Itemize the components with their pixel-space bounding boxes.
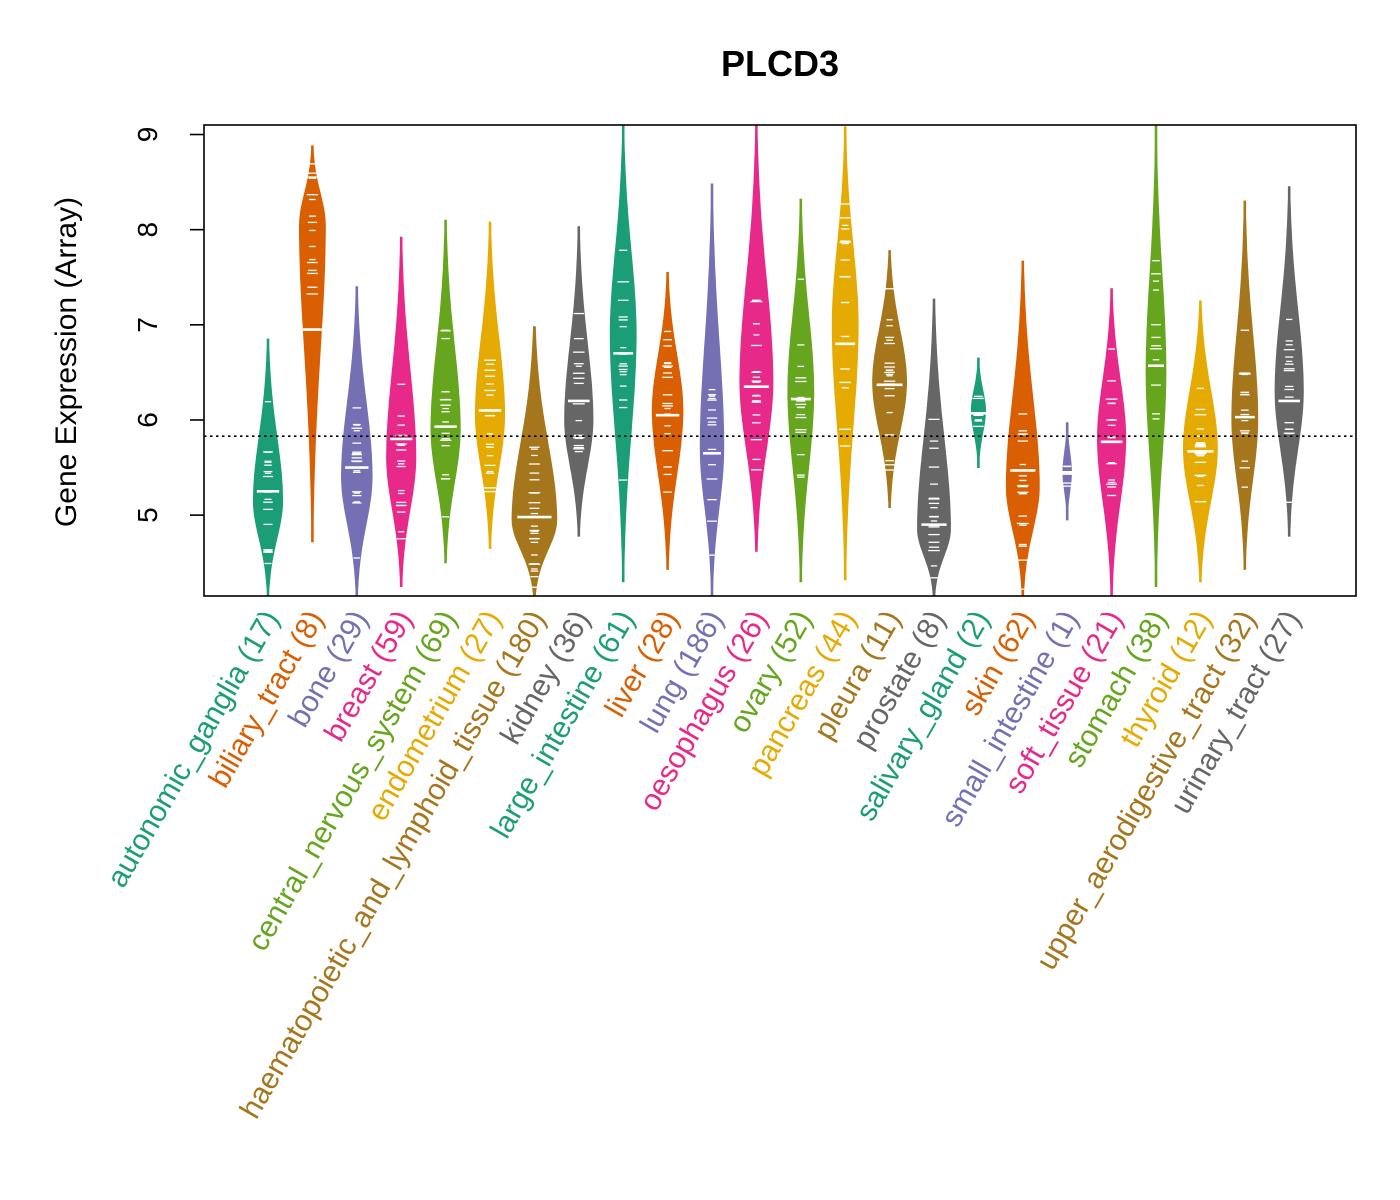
- violin-8: [564, 226, 594, 537]
- chart-title: PLCD3: [721, 43, 839, 84]
- violin-12: [739, 125, 774, 552]
- violin-2: [299, 145, 326, 543]
- violin-24: [1274, 186, 1304, 537]
- y-tick-label: 6: [132, 412, 163, 428]
- violin-15: [872, 250, 907, 508]
- plot-area: [204, 125, 1356, 596]
- violin-16: [917, 298, 951, 596]
- violin-4: [386, 236, 417, 587]
- plot-frame: [203, 124, 1357, 597]
- violin-9: [609, 125, 637, 583]
- violin-18: [1005, 260, 1040, 596]
- violin-5: [430, 219, 461, 564]
- y-tick-label: 5: [132, 507, 163, 523]
- violin-23: [1231, 200, 1259, 570]
- violin-21: [1145, 125, 1167, 587]
- violin-13: [787, 198, 815, 583]
- violin-20: [1097, 288, 1127, 596]
- violin-19: [1059, 422, 1076, 521]
- y-tick-label: 9: [132, 127, 163, 143]
- violin-11: [699, 183, 725, 596]
- violin-14: [831, 126, 859, 581]
- violin-3: [340, 286, 373, 596]
- y-axis: 5 6 7 8 9: [132, 127, 204, 523]
- violin-7: [511, 326, 558, 596]
- violin-22: [1183, 300, 1218, 583]
- violin-1: [252, 338, 284, 596]
- y-axis-label: Gene Expression (Array): [50, 197, 83, 527]
- y-tick-label: 8: [132, 222, 163, 238]
- violin-6: [474, 221, 506, 549]
- violin-17: [970, 357, 987, 468]
- violin-10: [651, 272, 684, 570]
- y-tick-label: 7: [132, 317, 163, 333]
